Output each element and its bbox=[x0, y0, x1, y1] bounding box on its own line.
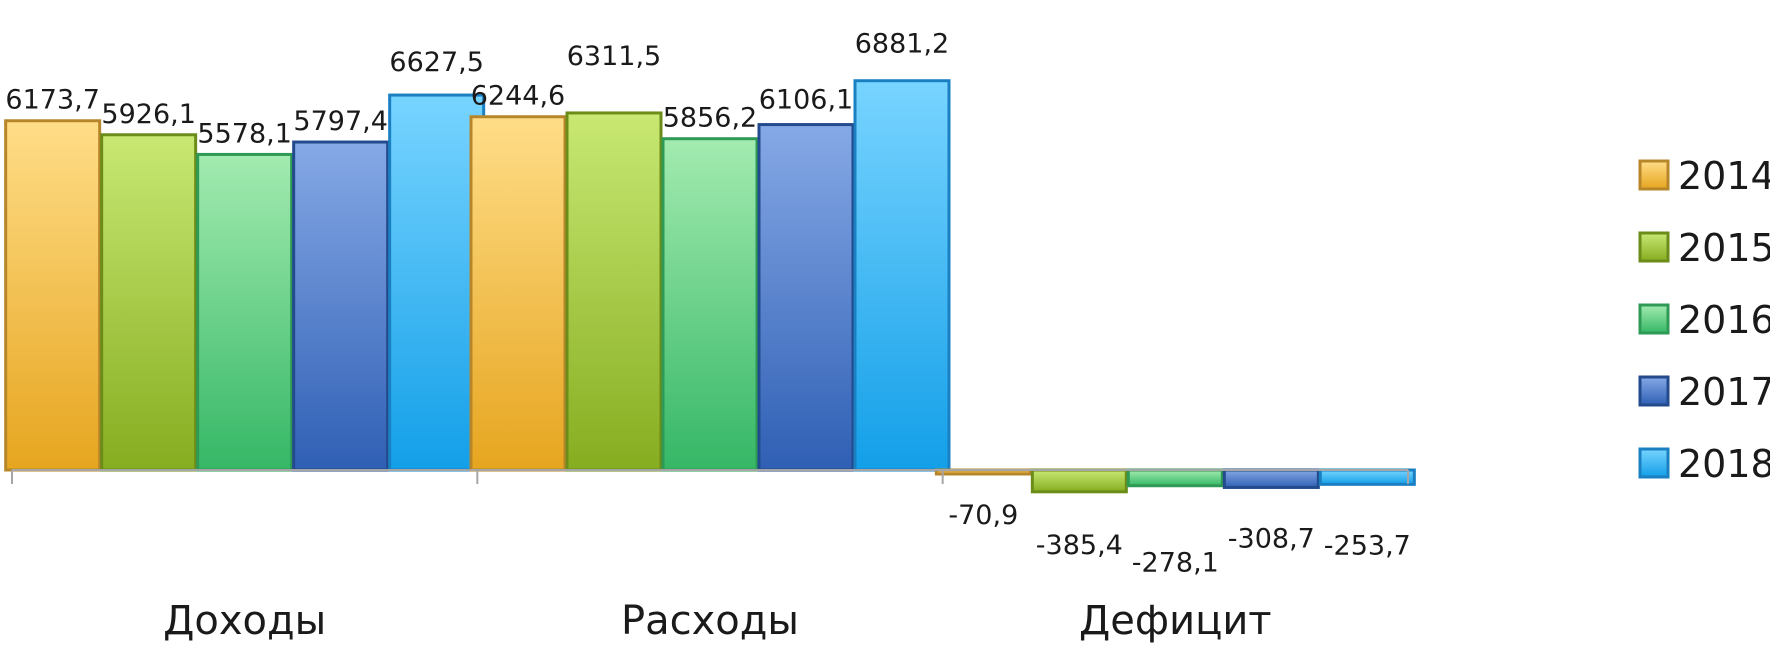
bar-2015-1 bbox=[565, 111, 663, 472]
bar-2016-2 bbox=[1126, 468, 1224, 488]
value-label-2015-1: 6311,5 bbox=[567, 41, 661, 72]
legend-label-2014: 2014 bbox=[1678, 154, 1770, 198]
bar-2016-1 bbox=[661, 137, 759, 472]
bar-2016-0 bbox=[196, 152, 294, 472]
legend-swatch-2014 bbox=[1638, 159, 1670, 191]
legend-swatch-2016 bbox=[1638, 303, 1670, 335]
value-label-2014-0: 6173,7 bbox=[5, 85, 99, 116]
legend-swatch-2018 bbox=[1638, 447, 1670, 479]
legend: 2014 2015 2016 2017 2018 bbox=[1638, 154, 1770, 486]
x-axis bbox=[11, 469, 1409, 484]
category-label-2: Дефицит bbox=[1079, 598, 1272, 644]
category-labels: Доходы Расходы Дефицит bbox=[163, 598, 1272, 644]
legend-label-2016: 2016 bbox=[1678, 298, 1770, 342]
bar-2014-1 bbox=[469, 115, 567, 472]
bar-2014-0 bbox=[4, 119, 102, 472]
value-label-2015-0: 5926,1 bbox=[101, 99, 195, 130]
value-label-2014-2: -70,9 bbox=[948, 500, 1018, 531]
category-label-1: Расходы bbox=[621, 598, 799, 644]
value-label-2017-2: -308,7 bbox=[1228, 523, 1315, 554]
legend-label-2018: 2018 bbox=[1678, 442, 1770, 486]
bar-2015-2 bbox=[1030, 468, 1128, 494]
value-label-2015-2: -385,4 bbox=[1036, 530, 1123, 561]
bar-2017-1 bbox=[757, 123, 855, 472]
legend-label-2015: 2015 bbox=[1678, 226, 1770, 270]
value-label-2014-1: 6244,6 bbox=[471, 81, 565, 112]
legend-swatch-2015 bbox=[1638, 231, 1670, 263]
value-label-2016-1: 5856,2 bbox=[663, 103, 757, 134]
bar-2018-2 bbox=[1318, 468, 1416, 486]
bar-2018-1 bbox=[853, 79, 951, 472]
bar-2015-0 bbox=[100, 133, 198, 472]
value-label-2018-2: -253,7 bbox=[1324, 530, 1411, 561]
value-label-2018-1: 6881,2 bbox=[855, 29, 949, 60]
bars-layer bbox=[4, 79, 1416, 494]
category-label-0: Доходы bbox=[163, 598, 326, 644]
value-label-2016-2: -278,1 bbox=[1132, 548, 1219, 579]
value-label-2018-0: 6627,5 bbox=[389, 47, 483, 78]
legend-label-2017: 2017 bbox=[1678, 370, 1770, 414]
value-label-2017-1: 6106,1 bbox=[759, 85, 853, 116]
legend-swatch-2017 bbox=[1638, 375, 1670, 407]
bar-2017-2 bbox=[1222, 468, 1320, 489]
value-label-2016-0: 5578,1 bbox=[197, 118, 291, 149]
value-label-2017-0: 5797,4 bbox=[293, 106, 387, 137]
bar-2017-0 bbox=[292, 140, 390, 472]
